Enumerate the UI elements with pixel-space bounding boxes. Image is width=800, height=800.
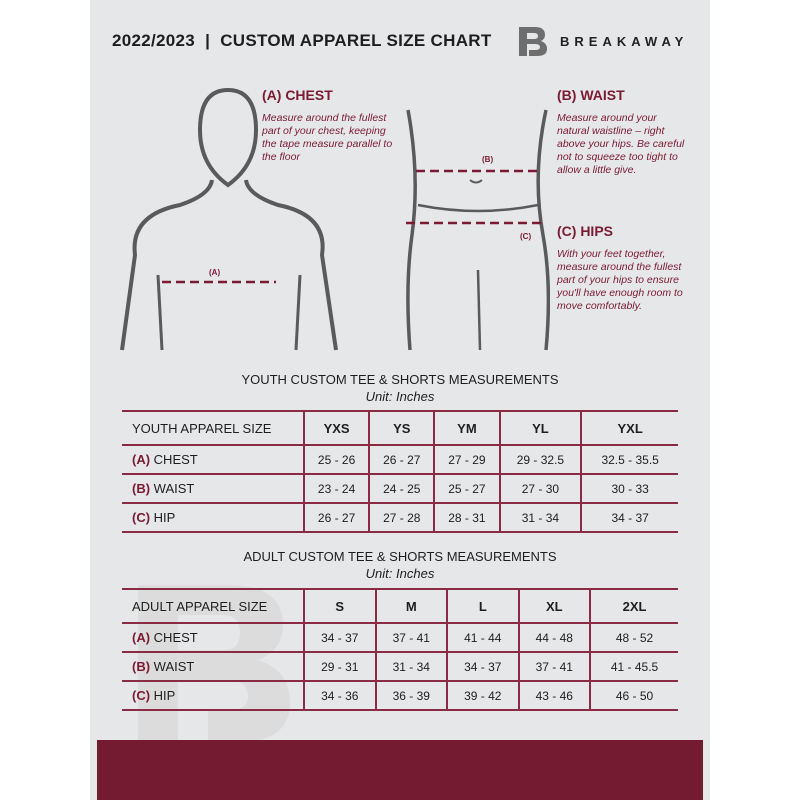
- table-cell: 37 - 41: [375, 623, 449, 653]
- adult-unit: Unit: Inches: [365, 566, 435, 581]
- arms-outline: [156, 274, 302, 351]
- size-header: YOUTH APPAREL SIZE: [122, 411, 305, 446]
- hip-crease: [417, 203, 539, 213]
- measurement-name: HIP: [153, 688, 176, 703]
- table-cell: 41 - 44: [447, 623, 520, 653]
- table-cell: 34 - 36: [304, 681, 377, 711]
- table-cell: 23 - 24: [304, 474, 371, 504]
- hips-description: With your feet together, measure around …: [557, 248, 683, 312]
- chest-description: Measure around the fullest part of your …: [262, 112, 393, 163]
- table-cell: 34 - 37: [447, 652, 520, 682]
- size-column-header: L: [447, 589, 520, 624]
- table-row: (C) HIP 26 - 27 27 - 28 28 - 31 31 - 34 34 - …: [122, 503, 678, 533]
- table-cell: 34 - 37: [304, 623, 377, 653]
- table-cell: 31 - 34: [499, 503, 583, 533]
- measurement-letter: (C): [132, 688, 151, 703]
- body-illustration: [120, 87, 550, 351]
- head-outline: [197, 87, 259, 188]
- table-cell: 44 - 48: [518, 623, 592, 653]
- measurement-label: (B) WAIST: [122, 652, 305, 682]
- size-column-header: M: [375, 589, 449, 624]
- size-column-header: YL: [499, 411, 583, 446]
- table-cell: 27 - 28: [369, 503, 436, 533]
- waist-tag: (B): [482, 155, 494, 164]
- measurement-name: CHEST: [153, 630, 198, 645]
- adult-size-table: ADULT APPAREL SIZE S M L XL 2XL (A) CHEST 34 - …: [122, 588, 678, 711]
- measurement-name: HIP: [153, 510, 176, 525]
- size-column-header: YXL: [581, 411, 678, 446]
- table-cell: 26 - 27: [304, 503, 371, 533]
- table-cell: 29 - 31: [304, 652, 377, 682]
- measurement-name: WAIST: [153, 481, 195, 496]
- table-row: (A) CHEST 25 - 26 26 - 27 27 - 29 29 - 32.5 3…: [122, 445, 678, 475]
- table-cell: 37 - 41: [518, 652, 592, 682]
- size-column-header: YM: [434, 411, 501, 446]
- chest-heading: (A) CHEST: [262, 87, 333, 103]
- table-row: (B) WAIST 29 - 31 31 - 34 34 - 37 37 - 41 41 …: [122, 652, 678, 682]
- table-cell: 36 - 39: [375, 681, 449, 711]
- table-cell: 41 - 45.5: [590, 652, 678, 682]
- table-cell: 32.5 - 35.5: [581, 445, 678, 475]
- shoulders-outline: [120, 179, 338, 351]
- table-cell: 43 - 46: [518, 681, 592, 711]
- measurement-name: WAIST: [153, 659, 195, 674]
- size-column-header: 2XL: [590, 589, 678, 624]
- adult-section-title: ADULT CUSTOM TEE & SHORTS MEASUREMENTS: [243, 549, 557, 564]
- table-cell: 34 - 37: [581, 503, 678, 533]
- measurement-letter: (A): [132, 630, 151, 645]
- youth-unit: Unit: Inches: [365, 389, 435, 404]
- size-column-header: YXS: [304, 411, 371, 446]
- torso-outline: [406, 109, 550, 351]
- table-cell: 46 - 50: [590, 681, 678, 711]
- table-cell: 25 - 27: [434, 474, 501, 504]
- table-header-row: YOUTH APPAREL SIZE YXS YS YM YL YXL: [122, 411, 678, 446]
- table-cell: 24 - 25: [369, 474, 436, 504]
- waist-description: Measure around your natural waistline – …: [557, 112, 685, 176]
- measurement-letter: (C): [132, 510, 151, 525]
- brand-logo: [519, 27, 547, 56]
- leg-divide: [476, 269, 482, 351]
- measurement-letter: (B): [132, 481, 151, 496]
- hips-tag: (C): [520, 232, 532, 241]
- table-cell: 30 - 33: [581, 474, 678, 504]
- table-cell: 28 - 31: [434, 503, 501, 533]
- waist-heading: (B) WAIST: [557, 87, 625, 103]
- size-column-header: YS: [369, 411, 436, 446]
- table-cell: 29 - 32.5: [499, 445, 583, 475]
- footer-band: [97, 740, 703, 800]
- chest-tag: (A): [209, 268, 221, 277]
- table-cell: 48 - 52: [590, 623, 678, 653]
- brand-name: BREAKAWAY: [560, 34, 689, 49]
- table-row: (A) CHEST 34 - 37 37 - 41 41 - 44 44 - 48 48 …: [122, 623, 678, 653]
- youth-section-title: YOUTH CUSTOM TEE & SHORTS MEASUREMENTS: [241, 372, 559, 387]
- measurement-label: (A) CHEST: [122, 623, 305, 653]
- size-column-header: XL: [518, 589, 592, 624]
- table-cell: 27 - 29: [434, 445, 501, 475]
- table-row: (B) WAIST 23 - 24 24 - 25 25 - 27 27 - 30 30 …: [122, 474, 678, 504]
- youth-size-table: YOUTH APPAREL SIZE YXS YS YM YL YXL (A) CHEST 2…: [122, 410, 678, 533]
- measurement-label: (C) HIP: [122, 503, 305, 533]
- measurement-label: (A) CHEST: [122, 445, 305, 475]
- table-row: (C) HIP 34 - 36 36 - 39 39 - 42 43 - 46 46 - …: [122, 681, 678, 711]
- table-cell: 25 - 26: [304, 445, 371, 475]
- table-header-row: ADULT APPAREL SIZE S M L XL 2XL: [122, 589, 678, 624]
- table-cell: 27 - 30: [499, 474, 583, 504]
- hips-heading: (C) HIPS: [557, 223, 613, 239]
- table-cell: 31 - 34: [375, 652, 449, 682]
- measurement-label: (C) HIP: [122, 681, 305, 711]
- table-cell: 26 - 27: [369, 445, 436, 475]
- measurement-letter: (B): [132, 659, 151, 674]
- size-header: ADULT APPAREL SIZE: [122, 589, 305, 624]
- measurement-name: CHEST: [153, 452, 198, 467]
- navel: [469, 179, 483, 184]
- measurement-letter: (A): [132, 452, 151, 467]
- table-cell: 39 - 42: [447, 681, 520, 711]
- measurement-label: (B) WAIST: [122, 474, 305, 504]
- size-column-header: S: [304, 589, 377, 624]
- page-title: 2022/2023 | CUSTOM APPAREL SIZE CHART: [112, 31, 492, 50]
